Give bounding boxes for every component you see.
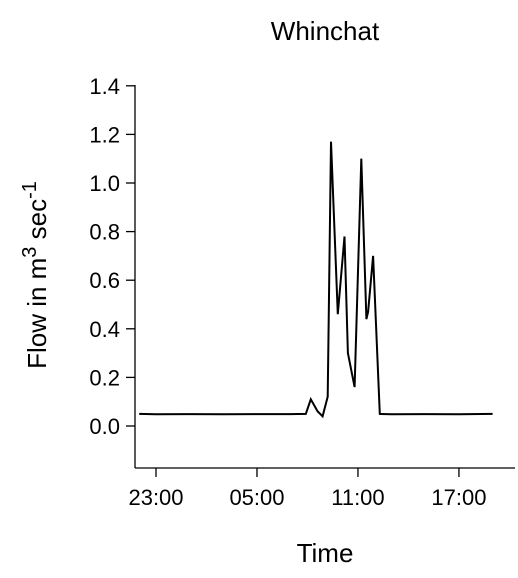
x-axis-label: Time (297, 538, 354, 568)
y-tick-label: 0.2 (89, 365, 120, 390)
y-axis-label-text: Flow in m (22, 258, 52, 369)
x-ticks: 23:00 05:00 11:00 17:00 (128, 468, 486, 510)
flow-series-line (139, 141, 493, 419)
y-axis-label-superscript: 3 (19, 247, 41, 258)
y-tick-label: 0.4 (89, 317, 120, 342)
y-tick-label: 1.4 (89, 74, 120, 99)
x-tick-label: 17:00 (431, 485, 486, 510)
y-tick-label: 1.0 (89, 171, 120, 196)
x-tick-label: 05:00 (229, 485, 284, 510)
y-tick-label: 0.8 (89, 220, 120, 245)
x-tick-label: 23:00 (128, 485, 183, 510)
chart-title: Whinchat (271, 16, 380, 46)
y-tick-label: 0.0 (89, 414, 120, 439)
y-axis-label: Flow in m3 sec-1 (19, 181, 52, 369)
y-axis-label-unit-superscript: -1 (19, 181, 41, 199)
x-tick-label: 11:00 (331, 485, 384, 510)
y-tick-label: 0.6 (89, 268, 120, 293)
y-ticks: 0.0 0.2 0.4 0.6 0.8 1.0 1.2 1.4 (89, 74, 135, 439)
y-axis-label-unit: sec (22, 199, 52, 247)
y-tick-label: 1.2 (89, 122, 120, 147)
